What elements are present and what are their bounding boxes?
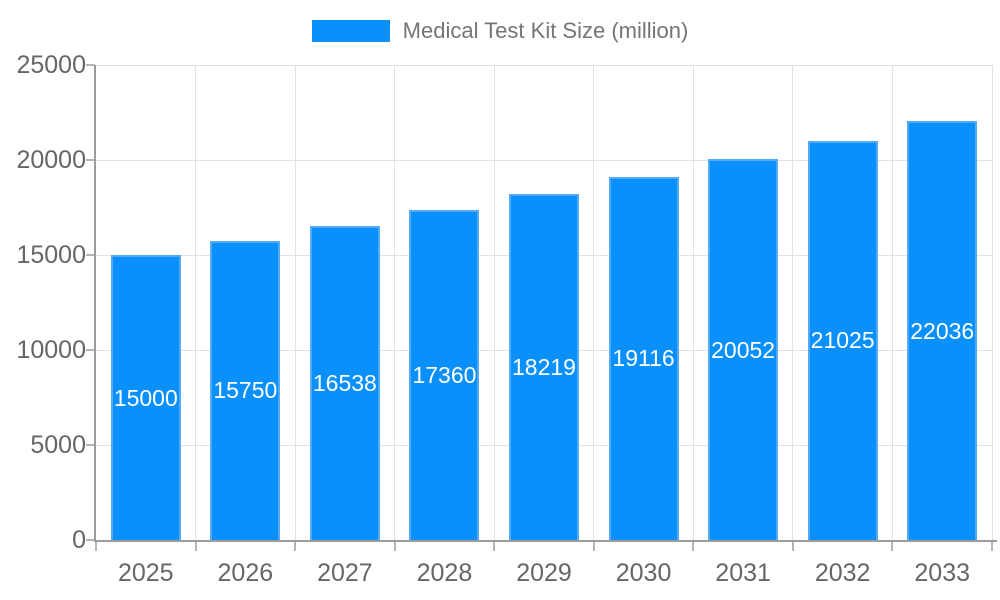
y-tick-label: 25000 <box>16 51 86 79</box>
bar <box>807 140 878 540</box>
bar-value-label: 17360 <box>412 362 477 389</box>
x-axis-tick <box>294 542 297 551</box>
v-gridline <box>692 65 694 540</box>
y-tick-label: 0 <box>72 526 86 554</box>
y-axis-tick <box>86 349 95 351</box>
bar-value-label: 15000 <box>113 384 178 411</box>
bar-value-label: 20052 <box>711 336 776 363</box>
bar <box>409 210 480 540</box>
h-gridline <box>96 64 992 66</box>
x-tick-label: 2026 <box>217 559 274 587</box>
bar-value-label: 22036 <box>910 317 975 344</box>
v-gridline <box>493 65 495 540</box>
x-tick-label: 2032 <box>814 559 871 587</box>
bar-value-label: 19116 <box>612 345 675 372</box>
x-tick-label: 2030 <box>615 559 672 587</box>
x-tick-label: 2028 <box>416 559 473 587</box>
bar-value-label: 15750 <box>213 377 278 404</box>
x-tick-label: 2027 <box>317 559 373 587</box>
x-axis-tick <box>692 542 695 551</box>
v-gridline <box>294 65 296 540</box>
v-gridline <box>891 65 893 540</box>
y-tick-label: 15000 <box>16 241 86 269</box>
bar <box>509 193 579 540</box>
y-tick-label: 20000 <box>16 146 86 174</box>
x-tick-label: 2031 <box>715 559 771 587</box>
v-gridline <box>394 65 396 540</box>
y-axis-tick <box>86 254 95 256</box>
bar-value-label: 21025 <box>810 327 875 354</box>
bar <box>210 240 281 540</box>
x-axis-tick <box>95 542 97 551</box>
y-axis-tick <box>86 159 95 161</box>
y-axis-tick <box>86 539 95 541</box>
y-axis-tick <box>86 64 95 66</box>
x-axis-tick <box>592 542 595 551</box>
x-tick-label: 2029 <box>516 559 572 587</box>
y-tick-label: 5000 <box>30 431 86 459</box>
bar-value-label: 16538 <box>312 369 377 396</box>
y-tick-label: 10000 <box>16 336 86 364</box>
bar <box>907 121 978 540</box>
x-axis-line <box>94 540 997 542</box>
x-axis-tick <box>991 542 993 551</box>
bar <box>110 255 181 540</box>
legend-item[interactable]: Medical Test Kit Size (million) <box>0 16 1000 46</box>
bar <box>309 225 380 540</box>
x-axis-tick <box>393 542 396 551</box>
v-gridline <box>593 65 595 540</box>
y-axis-line <box>94 65 96 542</box>
legend-label: Medical Test Kit Size (million) <box>402 18 689 43</box>
h-gridline <box>96 159 992 161</box>
v-gridline <box>195 65 197 540</box>
bar <box>608 176 679 540</box>
x-axis-tick <box>891 542 894 551</box>
bar <box>708 159 779 540</box>
v-gridline <box>792 65 794 540</box>
v-gridline <box>991 65 993 540</box>
x-axis-tick <box>194 542 197 551</box>
x-axis-tick <box>493 542 496 551</box>
bar-value-label: 18219 <box>512 353 576 380</box>
x-axis-tick <box>791 542 794 551</box>
legend-swatch-icon <box>311 20 390 42</box>
y-axis-tick <box>86 444 95 446</box>
x-tick-label: 2033 <box>914 559 971 587</box>
x-tick-label: 2025 <box>117 559 174 587</box>
